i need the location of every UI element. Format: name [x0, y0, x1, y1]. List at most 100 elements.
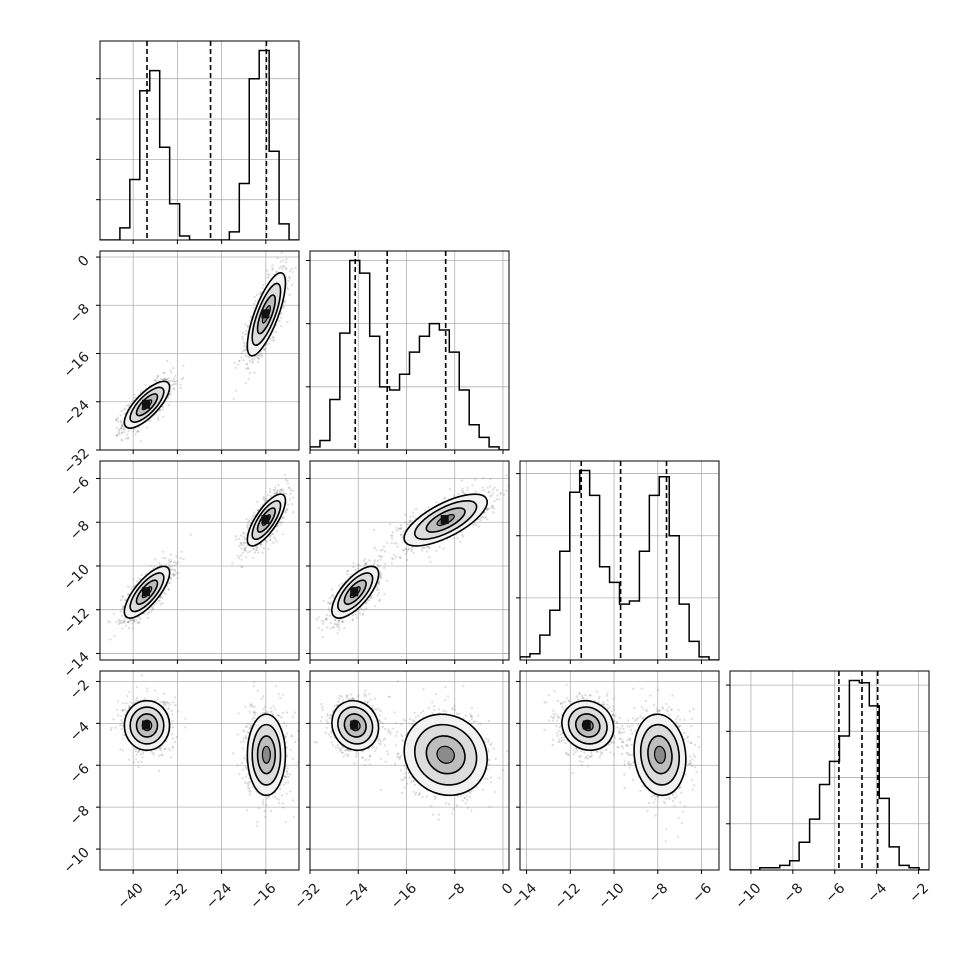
scatter-point: [282, 305, 286, 308]
scatter-point: [277, 524, 280, 527]
scatter-point: [173, 568, 176, 571]
scatter-point: [285, 509, 288, 512]
scatter-point: [384, 562, 387, 566]
scatter-point: [241, 337, 244, 340]
scatter-point: [239, 534, 242, 537]
scatter-point: [130, 587, 133, 590]
scatter-point: [364, 601, 367, 605]
scatter-point: [284, 478, 287, 481]
scatter-point: [138, 620, 141, 624]
y-tick-label: −32: [61, 446, 93, 478]
scatter-point: [365, 562, 368, 566]
scatter-point: [279, 316, 283, 320]
scatter-point: [171, 568, 174, 572]
scatter-point: [172, 367, 175, 370]
scatter-point: [267, 493, 270, 496]
scatter-point: [328, 614, 331, 617]
scatter-point: [331, 626, 334, 629]
scatter-point: [402, 530, 405, 533]
scatter-point: [162, 378, 165, 381]
scatter-point: [341, 620, 344, 623]
scatter-point: [121, 595, 124, 598]
scatter-point: [118, 620, 121, 623]
scatter-point: [284, 511, 287, 514]
scatter-point: [391, 557, 394, 560]
scatter-point: [158, 561, 161, 565]
scatter-point: [256, 546, 259, 549]
scatter-point: [162, 415, 165, 418]
scatter-point: [169, 576, 172, 580]
scatter-point: [243, 541, 246, 544]
scatter-point: [242, 531, 245, 535]
scatter-point: [291, 489, 295, 492]
scatter-point: [115, 426, 118, 430]
scatter-point: [259, 543, 262, 546]
scatter-point: [260, 353, 263, 356]
scatter-point: [120, 431, 124, 434]
scatter-point: [331, 594, 334, 597]
scatter-point: [127, 429, 130, 432]
scatter-point: [288, 293, 291, 296]
scatter-point: [334, 623, 337, 626]
scatter-point: [376, 565, 379, 569]
scatter-point: [280, 489, 283, 492]
scatter-point: [490, 504, 494, 507]
scatter-point: [246, 325, 249, 328]
scatter-point: [157, 416, 160, 419]
scatter-point: [154, 380, 157, 383]
panel-frame: [99, 250, 300, 451]
scatter-point: [283, 300, 287, 303]
scatter-point: [410, 520, 413, 523]
scatter-point: [168, 558, 171, 562]
scatter-point: [286, 508, 289, 511]
scatter-point: [153, 565, 156, 568]
scatter-point: [147, 611, 150, 614]
scatter-point: [428, 547, 431, 550]
scatter-point: [249, 315, 253, 318]
scatter-point: [334, 618, 337, 621]
scatter-point: [235, 389, 238, 392]
scatter-point: [267, 276, 270, 279]
scatter-point: [140, 573, 143, 577]
scatter-point: [173, 388, 176, 391]
scatter-point: [127, 593, 130, 597]
scatter-point: [238, 537, 241, 541]
scatter-point: [257, 360, 260, 363]
scatter-point: [368, 559, 371, 562]
scatter-point: [119, 599, 122, 602]
scatter-point: [132, 430, 135, 433]
scatter-point: [255, 546, 258, 549]
scatter-point: [325, 618, 328, 621]
scatter-point: [131, 627, 134, 630]
scatter-point: [491, 505, 494, 508]
scatter-point: [390, 562, 393, 565]
scatter-point: [427, 545, 430, 548]
scatter-point: [123, 408, 126, 411]
scatter-point: [322, 599, 325, 603]
scatter-point: [421, 547, 424, 550]
scatter-point: [283, 299, 286, 303]
scatter-point: [182, 376, 185, 379]
scatter-point: [117, 429, 120, 432]
scatter-point: [180, 550, 183, 553]
scatter-point: [337, 621, 340, 624]
scatter-point: [409, 519, 412, 522]
scatter-point: [273, 491, 276, 494]
scatter-point: [167, 588, 170, 591]
scatter-point: [268, 342, 271, 345]
scatter-point: [109, 638, 112, 641]
scatter-point: [139, 391, 142, 394]
scatter-point: [426, 550, 429, 553]
scatter-point: [159, 603, 162, 606]
scatter-point: [264, 347, 267, 350]
scatter-point: [480, 516, 483, 519]
scatter-point: [474, 478, 477, 481]
scatter-point: [118, 433, 121, 436]
scatter-point: [379, 573, 382, 576]
scatter-point: [346, 569, 350, 573]
scatter-point: [275, 530, 278, 533]
scatter-point: [336, 625, 339, 628]
scatter-point: [233, 361, 236, 364]
density-peak: [141, 587, 150, 597]
scatter-point: [435, 501, 438, 504]
